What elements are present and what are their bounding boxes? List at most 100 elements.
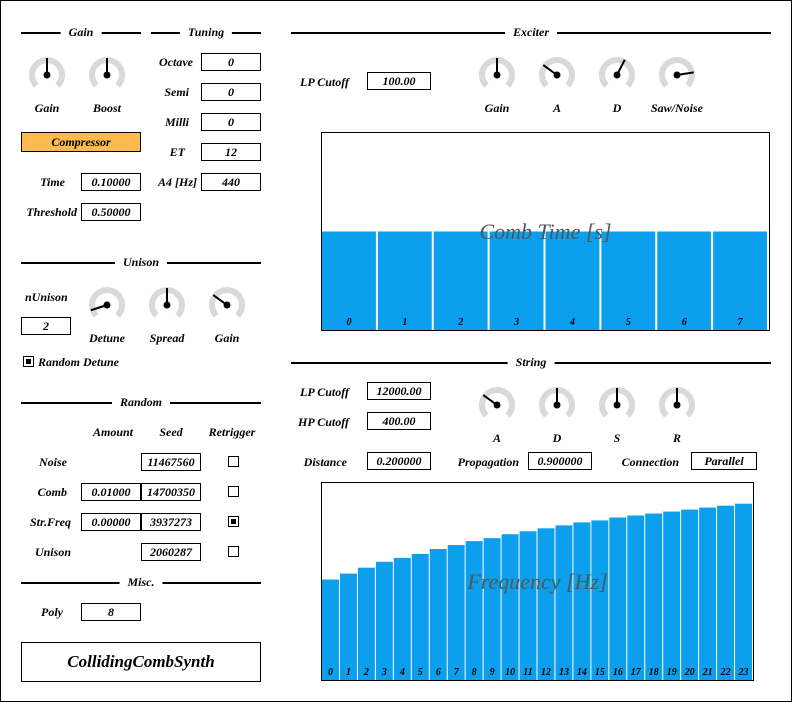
knob-hub (103, 301, 111, 309)
bar-22[interactable] (717, 505, 735, 680)
string-hp-cutoff-field[interactable]: 400.00 (367, 412, 431, 430)
bar-7[interactable] (447, 545, 465, 680)
bar-index-label: 22 (720, 667, 731, 678)
a4-field[interactable]: 440 (201, 173, 261, 191)
bar-13[interactable] (555, 525, 573, 680)
bar-index-label: 3 (381, 667, 387, 678)
knob-track (599, 57, 635, 88)
string-decay-knob[interactable] (537, 385, 577, 425)
spread-knob[interactable] (147, 285, 187, 325)
connection-select[interactable]: Parallel (691, 452, 757, 470)
string-hp-cutoff-label: HP Cutoff (297, 415, 349, 429)
comb-seed-field[interactable]: 14700350 (141, 483, 201, 501)
strfreq-retrigger-checkbox[interactable] (228, 516, 239, 527)
exciter-lp-cutoff-field[interactable]: 100.00 (367, 72, 431, 90)
et-field[interactable]: 12 (201, 143, 261, 161)
bar-8[interactable] (465, 541, 483, 680)
knob-hub (553, 401, 561, 409)
bar-1[interactable] (339, 573, 357, 680)
bar-0[interactable] (322, 579, 339, 680)
exciter-attack-knob[interactable] (537, 55, 577, 95)
bar-4[interactable] (545, 231, 600, 331)
exciter-gain-knob[interactable] (477, 55, 517, 95)
bar-index-label: 10 (505, 667, 515, 678)
time-field[interactable]: 0.10000 (81, 173, 141, 191)
knob-hub (223, 301, 231, 309)
bar-9[interactable] (483, 538, 501, 680)
comb-amount-field[interactable]: 0.01000 (81, 483, 141, 501)
exciter-decay-knob[interactable] (597, 55, 637, 95)
bar-11[interactable] (519, 531, 537, 680)
unison-retrigger-checkbox[interactable] (228, 546, 239, 557)
bar-14[interactable] (573, 522, 591, 680)
string-sustain-knob-label: S (613, 431, 621, 445)
bar-index-label: 7 (738, 317, 744, 328)
bar-5[interactable] (601, 231, 656, 331)
knob-track (479, 387, 515, 418)
bar-20[interactable] (681, 509, 699, 680)
boost-knob[interactable] (87, 55, 127, 95)
bar-5[interactable] (411, 553, 429, 680)
comb-retrigger-checkbox[interactable] (228, 486, 239, 497)
string-lp-cutoff-field[interactable]: 12000.00 (367, 382, 431, 400)
bar-3[interactable] (489, 231, 544, 331)
comb-label: Comb (37, 485, 67, 499)
bar-6[interactable] (429, 548, 447, 680)
noise-label: Noise (39, 455, 67, 469)
bar-12[interactable] (537, 528, 555, 680)
plugin-name: CollidingCombSynth (21, 642, 261, 682)
string-release-knob[interactable] (657, 385, 697, 425)
noise-seed-field[interactable]: 11467560 (141, 453, 201, 471)
distance-label: Distance (303, 455, 347, 469)
bar-21[interactable] (699, 507, 717, 680)
poly-field[interactable]: 8 (81, 603, 141, 621)
saw-noise-knob[interactable] (657, 55, 697, 95)
noise-retrigger-checkbox[interactable] (228, 456, 239, 467)
frequency-bar-editor[interactable]: 0 1 2 3 4 5 6 7 8 9 10 11 12 13 14 15 16 17 18 19 20 21 22 23 F… (321, 482, 754, 681)
compressor-button[interactable]: Compressor (21, 132, 141, 152)
semi-field[interactable]: 0 (201, 83, 261, 101)
bar-index-label: 1 (346, 667, 351, 678)
bar-15[interactable] (591, 520, 609, 680)
unison-gain-knob[interactable] (207, 285, 247, 325)
string-sustain-knob[interactable] (597, 385, 637, 425)
octave-field[interactable]: 0 (201, 53, 261, 71)
bar-1[interactable] (377, 231, 432, 331)
retrigger-header: Retrigger (208, 425, 256, 439)
bar-6[interactable] (657, 231, 712, 331)
unison-seed-field[interactable]: 2060287 (141, 543, 201, 561)
distance-field[interactable]: 0.200000 (367, 452, 431, 470)
string-attack-knob[interactable] (477, 385, 517, 425)
time-label: Time (40, 175, 65, 189)
exciter-section-header: Exciter (291, 25, 771, 39)
threshold-field[interactable]: 0.50000 (81, 203, 141, 221)
milli-field[interactable]: 0 (201, 113, 261, 131)
misc-section-header: Misc. (21, 575, 261, 589)
octave-label: Octave (159, 55, 193, 69)
bar-17[interactable] (627, 515, 645, 680)
bar-19[interactable] (663, 511, 681, 680)
bar-18[interactable] (645, 513, 663, 680)
bar-2[interactable] (433, 231, 488, 331)
bar-3[interactable] (375, 561, 393, 680)
random-detune-checkbox[interactable] (23, 356, 34, 367)
bar-7[interactable] (713, 231, 767, 331)
threshold-label: Threshold (26, 205, 77, 219)
propagation-field[interactable]: 0.900000 (528, 452, 592, 470)
amount-header: Amount (92, 425, 134, 439)
bar-index-label: 5 (626, 317, 631, 328)
bar-10[interactable] (501, 534, 519, 680)
bar-16[interactable] (609, 517, 627, 680)
bar-4[interactable] (393, 557, 411, 680)
connection-label: Connection (621, 455, 679, 469)
strfreq-amount-field[interactable]: 0.00000 (81, 513, 141, 531)
detune-knob-label: Detune (89, 331, 125, 345)
strfreq-seed-field[interactable]: 3937273 (141, 513, 201, 531)
bar-0[interactable] (322, 231, 376, 331)
bar-2[interactable] (357, 567, 375, 680)
bar-23[interactable] (735, 503, 752, 680)
nunison-field[interactable]: 2 (21, 317, 71, 335)
detune-knob[interactable] (87, 285, 127, 325)
gain-knob[interactable] (27, 55, 67, 95)
